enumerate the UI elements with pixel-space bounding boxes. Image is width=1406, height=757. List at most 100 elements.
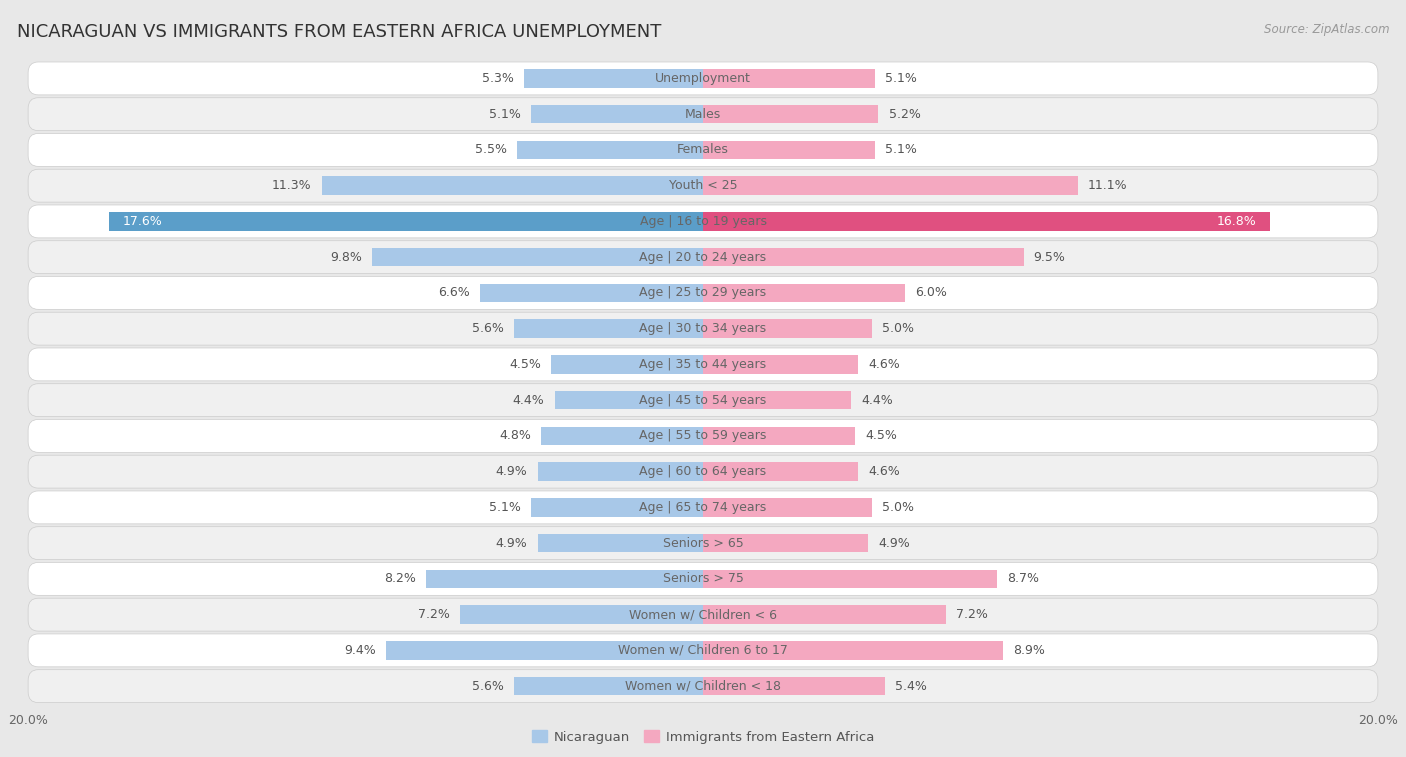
Text: Age | 30 to 34 years: Age | 30 to 34 years [640, 322, 766, 335]
Text: 9.8%: 9.8% [330, 251, 363, 263]
Text: 4.5%: 4.5% [509, 358, 541, 371]
Bar [517, 141, 703, 159]
Text: Females: Females [678, 143, 728, 157]
Text: Age | 65 to 74 years: Age | 65 to 74 years [640, 501, 766, 514]
Text: Age | 55 to 59 years: Age | 55 to 59 years [640, 429, 766, 442]
FancyBboxPatch shape [28, 170, 1378, 202]
Text: Women w/ Children < 18: Women w/ Children < 18 [626, 680, 780, 693]
Bar [703, 69, 875, 88]
Text: 5.1%: 5.1% [886, 72, 917, 85]
FancyBboxPatch shape [28, 562, 1378, 595]
Bar [541, 427, 703, 445]
Bar [703, 641, 1004, 659]
Text: Age | 45 to 54 years: Age | 45 to 54 years [640, 394, 766, 407]
Bar [385, 641, 703, 659]
Text: 4.4%: 4.4% [513, 394, 544, 407]
Bar [373, 248, 703, 266]
FancyBboxPatch shape [28, 670, 1378, 702]
Text: NICARAGUAN VS IMMIGRANTS FROM EASTERN AFRICA UNEMPLOYMENT: NICARAGUAN VS IMMIGRANTS FROM EASTERN AF… [17, 23, 661, 41]
Text: 5.1%: 5.1% [489, 501, 520, 514]
Text: Age | 20 to 24 years: Age | 20 to 24 years [640, 251, 766, 263]
Bar [460, 606, 703, 624]
Bar [703, 427, 855, 445]
Bar [703, 284, 905, 302]
FancyBboxPatch shape [28, 491, 1378, 524]
Text: 5.1%: 5.1% [886, 143, 917, 157]
FancyBboxPatch shape [28, 312, 1378, 345]
Text: 8.7%: 8.7% [1007, 572, 1039, 585]
FancyBboxPatch shape [28, 241, 1378, 273]
Bar [537, 534, 703, 553]
FancyBboxPatch shape [28, 527, 1378, 559]
FancyBboxPatch shape [28, 348, 1378, 381]
Text: Age | 16 to 19 years: Age | 16 to 19 years [640, 215, 766, 228]
FancyBboxPatch shape [28, 276, 1378, 310]
Bar [703, 391, 852, 410]
Text: 8.9%: 8.9% [1014, 644, 1045, 657]
Bar [703, 355, 858, 374]
Text: 5.5%: 5.5% [475, 143, 508, 157]
Text: Youth < 25: Youth < 25 [669, 179, 737, 192]
Text: 9.4%: 9.4% [344, 644, 375, 657]
Text: Seniors > 75: Seniors > 75 [662, 572, 744, 585]
Text: 9.5%: 9.5% [1033, 251, 1066, 263]
Text: 5.0%: 5.0% [882, 501, 914, 514]
Text: Males: Males [685, 107, 721, 120]
Text: Women w/ Children 6 to 17: Women w/ Children 6 to 17 [619, 644, 787, 657]
Bar [703, 463, 858, 481]
Bar [703, 569, 997, 588]
Bar [515, 319, 703, 338]
FancyBboxPatch shape [28, 634, 1378, 667]
Bar [703, 677, 886, 696]
Text: 5.3%: 5.3% [482, 72, 515, 85]
Bar [524, 69, 703, 88]
FancyBboxPatch shape [28, 598, 1378, 631]
Bar [426, 569, 703, 588]
Text: 5.1%: 5.1% [489, 107, 520, 120]
Legend: Nicaraguan, Immigrants from Eastern Africa: Nicaraguan, Immigrants from Eastern Afri… [526, 725, 880, 749]
Text: Source: ZipAtlas.com: Source: ZipAtlas.com [1264, 23, 1389, 36]
Bar [322, 176, 703, 195]
Text: Age | 60 to 64 years: Age | 60 to 64 years [640, 465, 766, 478]
FancyBboxPatch shape [28, 205, 1378, 238]
Text: 4.6%: 4.6% [869, 465, 900, 478]
Text: 6.6%: 6.6% [439, 286, 470, 300]
Bar [703, 606, 946, 624]
Text: 17.6%: 17.6% [122, 215, 162, 228]
Text: Age | 35 to 44 years: Age | 35 to 44 years [640, 358, 766, 371]
Text: 4.9%: 4.9% [496, 465, 527, 478]
FancyBboxPatch shape [28, 419, 1378, 453]
Text: Age | 25 to 29 years: Age | 25 to 29 years [640, 286, 766, 300]
Bar [703, 534, 869, 553]
FancyBboxPatch shape [28, 384, 1378, 416]
FancyBboxPatch shape [28, 62, 1378, 95]
Bar [703, 212, 1270, 231]
FancyBboxPatch shape [28, 98, 1378, 131]
FancyBboxPatch shape [28, 455, 1378, 488]
Bar [110, 212, 703, 231]
Text: 16.8%: 16.8% [1216, 215, 1257, 228]
Bar [703, 498, 872, 517]
Text: 7.2%: 7.2% [418, 608, 450, 621]
Bar [554, 391, 703, 410]
Bar [551, 355, 703, 374]
Bar [703, 141, 875, 159]
Bar [703, 105, 879, 123]
Bar [703, 319, 872, 338]
Bar [531, 105, 703, 123]
Bar [703, 248, 1024, 266]
Text: 4.9%: 4.9% [496, 537, 527, 550]
Text: Seniors > 65: Seniors > 65 [662, 537, 744, 550]
FancyBboxPatch shape [28, 133, 1378, 167]
Text: 5.0%: 5.0% [882, 322, 914, 335]
Text: 11.1%: 11.1% [1088, 179, 1128, 192]
Text: 7.2%: 7.2% [956, 608, 988, 621]
Text: 5.6%: 5.6% [472, 680, 503, 693]
Bar [703, 176, 1077, 195]
Text: 5.2%: 5.2% [889, 107, 921, 120]
Bar [531, 498, 703, 517]
Bar [515, 677, 703, 696]
Text: 5.6%: 5.6% [472, 322, 503, 335]
Bar [481, 284, 703, 302]
Bar [537, 463, 703, 481]
